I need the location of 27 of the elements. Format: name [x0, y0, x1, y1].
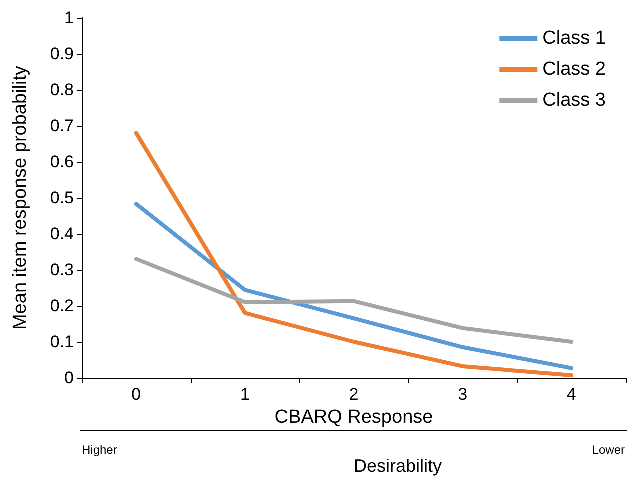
y-tick-label: 0.4 [50, 224, 74, 244]
line-series [134, 131, 574, 378]
x-tick-label: 4 [566, 385, 576, 404]
x-tick-label: 1 [240, 385, 250, 404]
y-tick-label: 0.5 [50, 188, 74, 208]
y-tick-label: 0.1 [50, 332, 74, 352]
y-tick-label: 0 [64, 368, 74, 388]
legend-label: Class 3 [542, 90, 606, 111]
y-tick-label: 0.8 [50, 80, 74, 100]
y-tick-label: 0.2 [50, 296, 74, 316]
legend-label: Class 1 [542, 28, 606, 49]
x-tick-label: 0 [132, 385, 142, 404]
y-tick-label: 0.6 [50, 152, 74, 172]
text: Higher [82, 443, 118, 457]
y-tick-label: 0.3 [50, 260, 74, 280]
line-series [134, 202, 574, 370]
x-axis-title: CBARQ Response [274, 407, 434, 428]
line-series [134, 257, 574, 344]
text: Lower [592, 443, 626, 457]
y-tick-label: 0.7 [50, 116, 74, 136]
x-tick-label: 2 [349, 385, 359, 404]
y-tick-label: 1 [64, 8, 74, 28]
x-tick-label: 3 [458, 385, 468, 404]
y-tick-label: 0.9 [50, 44, 74, 64]
y-axis-title: Mean item response probability [10, 65, 31, 330]
text: Desirability [354, 456, 442, 476]
legend-label: Class 2 [542, 59, 606, 80]
